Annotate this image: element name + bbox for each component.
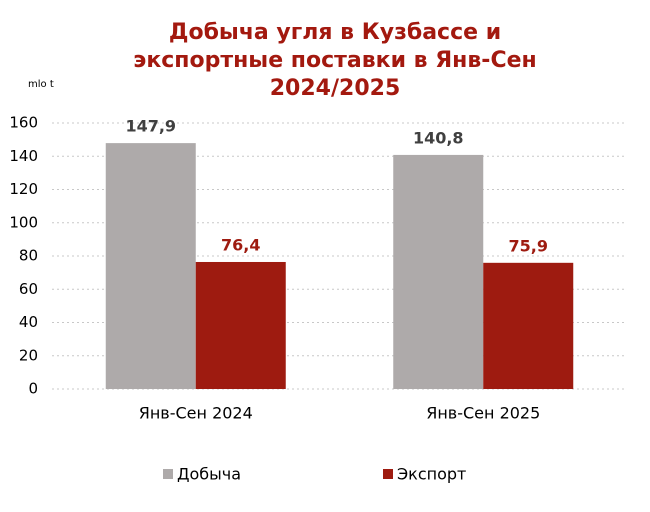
legend-label: Добыча — [177, 465, 241, 484]
y-tick-label: 20 — [19, 346, 38, 364]
value-label: 75,9 — [509, 236, 548, 255]
bar — [393, 154, 484, 389]
value-label: 140,8 — [413, 128, 464, 147]
chart-title: экспортные поставки в Янв-Сен — [133, 48, 536, 73]
chart-title: Добыча угля в Кузбассе и — [169, 20, 501, 45]
legend-swatch — [383, 469, 393, 479]
y-tick-label: 0 — [28, 380, 38, 398]
y-tick-label: 160 — [9, 114, 38, 132]
value-label: 147,9 — [125, 117, 176, 136]
bar — [105, 143, 196, 389]
y-tick-label: 100 — [9, 213, 38, 231]
y-axis-unit: mlo t — [28, 79, 54, 90]
y-tick-label: 140 — [9, 147, 38, 165]
legend-label: Экспорт — [397, 465, 466, 484]
legend-swatch — [163, 469, 173, 479]
x-tick-label: Янв-Сен 2024 — [139, 404, 253, 423]
y-tick-label: 80 — [19, 247, 38, 265]
y-tick-label: 60 — [19, 280, 38, 298]
y-tick-label: 120 — [9, 180, 38, 198]
bar — [195, 261, 286, 389]
x-tick-label: Янв-Сен 2025 — [426, 404, 540, 423]
chart-title: 2024/2025 — [270, 76, 401, 101]
y-tick-label: 40 — [19, 313, 38, 331]
bar — [483, 262, 574, 389]
value-label: 76,4 — [221, 235, 260, 254]
